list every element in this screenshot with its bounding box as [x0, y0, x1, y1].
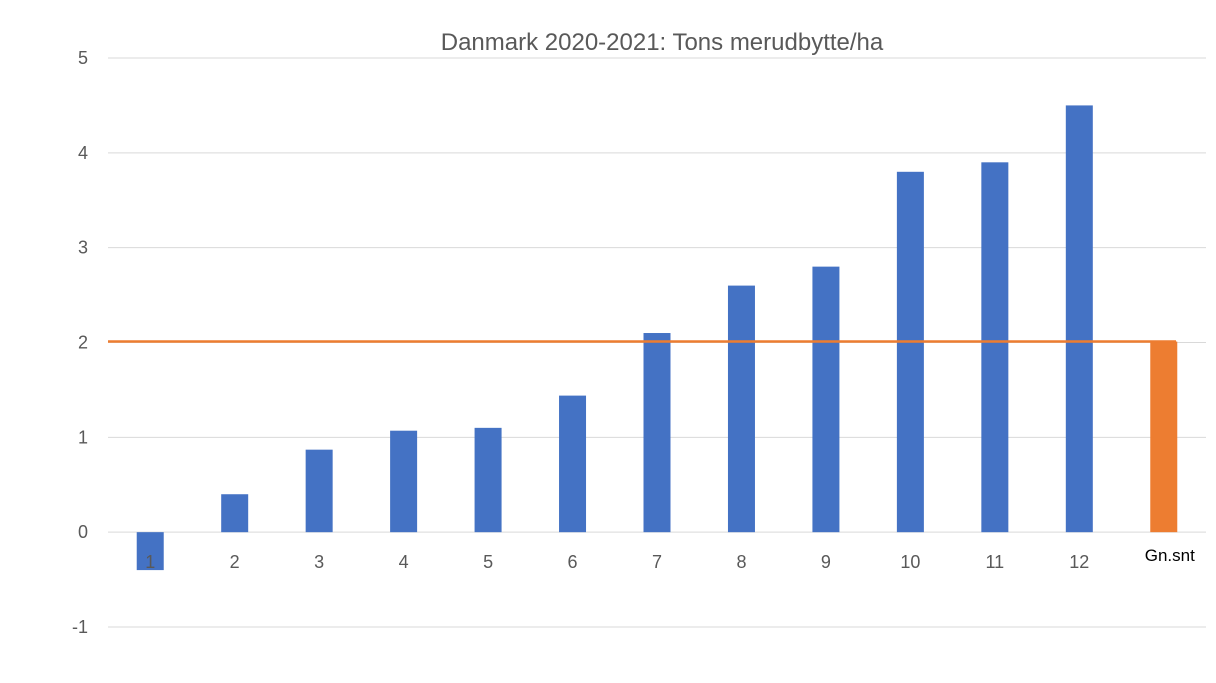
- x-axis-categories: 1 2 3 4 5 6 7 8 9 10 11 12 Gn.snt: [145, 546, 1195, 572]
- x-category-label: 4: [399, 552, 409, 572]
- y-tick-label: 3: [78, 238, 88, 258]
- bar-Gn.snt: [1150, 341, 1178, 533]
- bar-4: [390, 430, 418, 533]
- bar-1: [136, 532, 164, 571]
- bar-3: [305, 449, 333, 533]
- x-category-label: 9: [821, 552, 831, 572]
- bar-9: [812, 266, 840, 533]
- x-category-label: 6: [568, 552, 578, 572]
- bar-7: [643, 333, 671, 533]
- x-category-label: 11: [986, 552, 1005, 572]
- bar-2: [221, 494, 249, 533]
- x-category-label: 1: [145, 552, 155, 572]
- x-category-label: 2: [230, 552, 240, 572]
- x-category-label: Gn.snt: [1145, 546, 1195, 565]
- y-axis-ticks: 5 4 3 2 1 0 -1: [72, 48, 88, 637]
- x-category-label: 3: [314, 552, 324, 572]
- bar-10: [896, 171, 924, 533]
- x-category-label: 12: [1069, 552, 1089, 572]
- bar-8: [727, 285, 755, 533]
- y-tick-label: 4: [78, 143, 88, 163]
- y-tick-label: 5: [78, 48, 88, 68]
- bar-6: [559, 395, 587, 533]
- bar-12: [1065, 105, 1093, 533]
- y-tick-label: 1: [78, 427, 88, 447]
- bars: [136, 105, 1178, 571]
- x-category-label: 7: [652, 552, 662, 572]
- bar-11: [981, 162, 1009, 533]
- y-tick-label: -1: [72, 617, 88, 637]
- chart-title: Danmark 2020-2021: Tons merudbytte/ha: [441, 29, 884, 56]
- x-category-label: 10: [900, 552, 920, 572]
- x-category-label: 5: [483, 552, 493, 572]
- x-category-label: 8: [736, 552, 746, 572]
- bar-5: [474, 427, 502, 533]
- y-tick-label: 2: [78, 333, 88, 353]
- y-tick-label: 0: [78, 522, 88, 542]
